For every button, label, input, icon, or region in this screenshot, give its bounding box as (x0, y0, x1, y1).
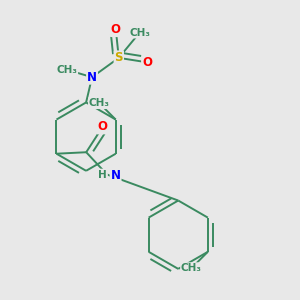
Text: CH₃: CH₃ (129, 28, 150, 38)
Text: CH₃: CH₃ (181, 263, 202, 273)
Text: H: H (98, 169, 107, 179)
Text: O: O (142, 56, 152, 69)
Text: O: O (98, 121, 108, 134)
Text: N: N (87, 71, 97, 84)
Text: O: O (111, 23, 121, 36)
Text: S: S (115, 51, 123, 64)
Text: N: N (111, 169, 121, 182)
Text: CH₃: CH₃ (56, 65, 77, 75)
Text: CH₃: CH₃ (89, 98, 110, 108)
